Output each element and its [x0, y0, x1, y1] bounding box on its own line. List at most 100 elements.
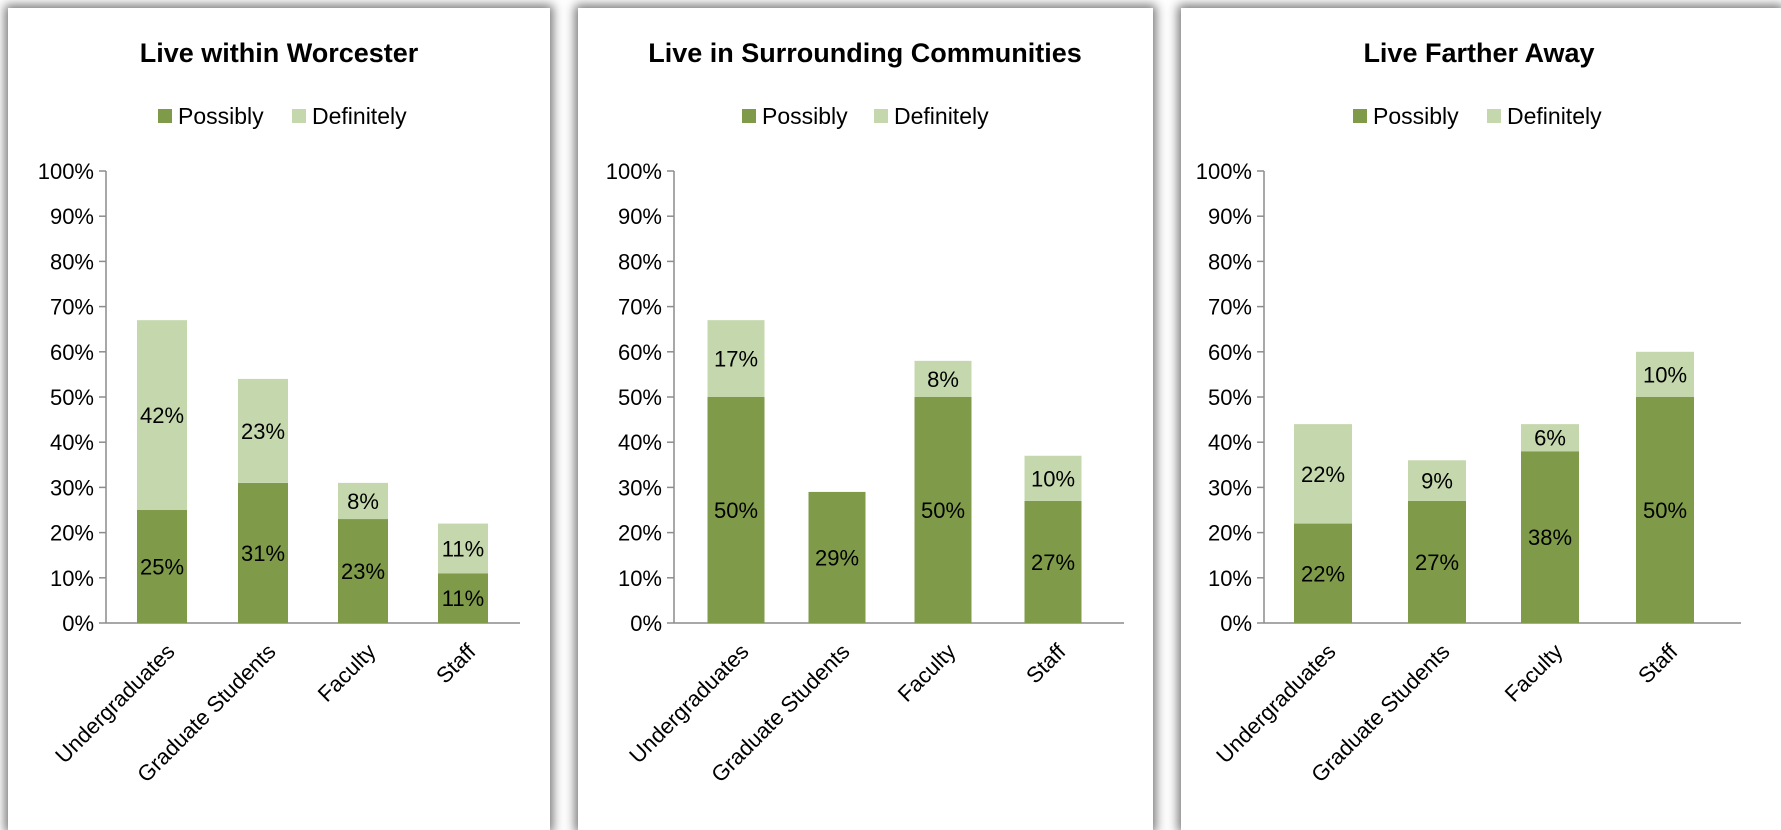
data-label: 8%	[927, 367, 959, 392]
data-label: 22%	[1301, 462, 1345, 487]
chart-title: Live Farther Away	[1363, 38, 1594, 68]
x-category-label: Faculty	[1500, 639, 1568, 707]
data-label: 10%	[1031, 466, 1075, 491]
bar-possibly	[1521, 451, 1579, 623]
legend: Possibly Definitely	[742, 103, 989, 129]
y-tick-label: 10%	[50, 566, 94, 591]
legend-label-possibly: Possibly	[178, 103, 264, 129]
bar-possibly	[808, 491, 866, 623]
y-tick-label: 40%	[618, 430, 662, 455]
y-tick-label: 90%	[618, 204, 662, 229]
y-tick-label: 30%	[618, 475, 662, 500]
data-label: 38%	[1528, 525, 1572, 550]
data-label: 25%	[140, 555, 184, 580]
legend-swatch-definitely	[874, 109, 888, 123]
data-label: 23%	[341, 559, 385, 584]
bar-possibly	[1636, 397, 1694, 623]
data-label: 23%	[241, 419, 285, 444]
y-tick-label: 50%	[1208, 385, 1252, 410]
y-tick-label: 100%	[1196, 159, 1252, 184]
y-tick-label: 80%	[618, 249, 662, 274]
bar-possibly	[438, 573, 488, 623]
legend-swatch-possibly	[1353, 109, 1367, 123]
legend-swatch-definitely	[292, 109, 306, 123]
data-label: 11%	[442, 536, 484, 561]
legend: Possibly Definitely	[1353, 103, 1602, 129]
y-tick-label: 0%	[62, 611, 94, 636]
data-label: 6%	[1534, 426, 1566, 451]
y-tick-label: 90%	[1208, 204, 1252, 229]
y-tick-label: 40%	[1208, 430, 1252, 455]
chart-svg: Live within Worcester Possibly Definitel…	[38, 38, 520, 787]
y-tick-label: 100%	[38, 159, 94, 184]
legend-label-possibly: Possibly	[762, 103, 848, 129]
data-label: 31%	[241, 541, 285, 566]
y-tick-label: 60%	[618, 340, 662, 365]
legend-label-definitely: Definitely	[1507, 103, 1602, 129]
x-category-label: Staff	[1021, 638, 1071, 688]
chart-svg: Live Farther Away Possibly Definitely 0%…	[1196, 38, 1741, 787]
chart-title: Live in Surrounding Communities	[648, 38, 1082, 68]
y-tick-label: 50%	[618, 385, 662, 410]
y-tick-label: 100%	[606, 159, 662, 184]
y-tick-label: 20%	[50, 521, 94, 546]
bar-definitely	[1294, 424, 1352, 524]
x-category-label: Faculty	[313, 639, 381, 707]
data-label: 27%	[1415, 550, 1459, 575]
legend: Possibly Definitely	[158, 103, 407, 129]
bar-possibly	[914, 397, 972, 623]
bar-definitely	[1636, 351, 1694, 397]
bar-definitely	[137, 320, 187, 510]
y-tick-label: 30%	[1208, 475, 1252, 500]
x-category-label: Staff	[1633, 638, 1683, 688]
chart-title: Live within Worcester	[140, 38, 419, 68]
y-tick-label: 60%	[1208, 340, 1252, 365]
bar-definitely	[338, 482, 388, 520]
legend-swatch-definitely	[1487, 109, 1501, 123]
bar-possibly	[1024, 500, 1082, 623]
data-label: 10%	[1643, 362, 1687, 387]
bar-possibly	[137, 510, 187, 623]
chart-panel-farther: Live Farther Away Possibly Definitely 0%…	[1181, 8, 1781, 830]
y-tick-label: 60%	[50, 340, 94, 365]
y-tick-label: 0%	[630, 611, 662, 636]
data-label: 22%	[1301, 561, 1345, 586]
y-tick-label: 0%	[1220, 611, 1252, 636]
legend-swatch-possibly	[742, 109, 756, 123]
data-label: 9%	[1421, 469, 1453, 494]
bar-definitely	[1024, 455, 1082, 501]
data-label: 50%	[1643, 498, 1687, 523]
y-tick-label: 10%	[618, 566, 662, 591]
legend-label-definitely: Definitely	[312, 103, 407, 129]
legend-label-definitely: Definitely	[894, 103, 989, 129]
data-label: 42%	[140, 403, 184, 428]
bar-possibly	[1294, 523, 1352, 623]
x-category-label: Staff	[431, 638, 481, 688]
y-tick-label: 20%	[1208, 521, 1252, 546]
bar-definitely	[1521, 424, 1579, 452]
bar-definitely	[438, 523, 488, 574]
y-tick-label: 20%	[618, 521, 662, 546]
bar-possibly	[1408, 500, 1466, 623]
y-tick-label: 70%	[1208, 295, 1252, 320]
y-tick-label: 70%	[50, 295, 94, 320]
bar-possibly	[238, 482, 288, 623]
chart-svg: Live in Surrounding Communities Possibly…	[606, 38, 1124, 787]
y-tick-label: 70%	[618, 295, 662, 320]
legend-swatch-possibly	[158, 109, 172, 123]
bar-definitely	[914, 360, 972, 397]
chart-panel-worcester: Live within Worcester Possibly Definitel…	[8, 8, 550, 830]
data-label: 50%	[714, 498, 758, 523]
bar-definitely	[1408, 460, 1466, 501]
y-tick-label: 40%	[50, 430, 94, 455]
data-label: 27%	[1031, 550, 1075, 575]
chart-panel-surrounding: Live in Surrounding Communities Possibly…	[578, 8, 1153, 830]
bar-definitely	[707, 320, 765, 397]
data-label: 11%	[442, 586, 484, 611]
bar-definitely	[238, 378, 288, 483]
data-label: 17%	[714, 347, 758, 372]
bar-possibly	[707, 397, 765, 623]
data-label: 29%	[815, 545, 859, 570]
y-tick-label: 50%	[50, 385, 94, 410]
y-tick-label: 10%	[1208, 566, 1252, 591]
